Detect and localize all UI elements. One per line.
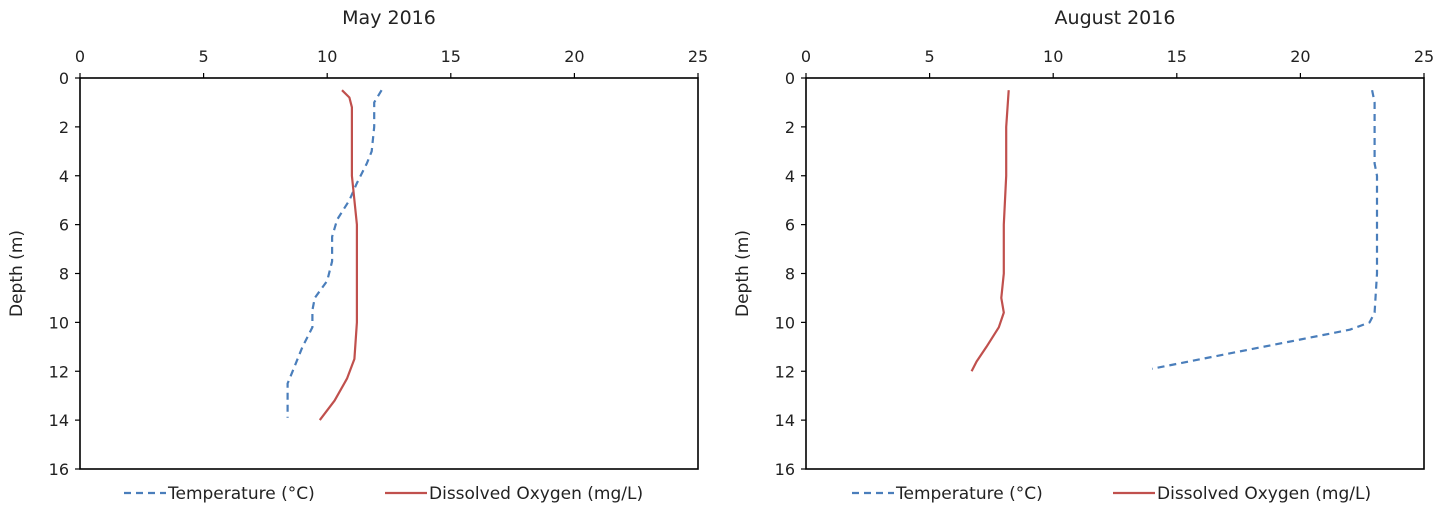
x-tick-label: 20 (1290, 47, 1310, 66)
y-tick-label: 16 (49, 460, 69, 479)
x-tick-label: 25 (688, 47, 708, 66)
x-tick-label: 5 (199, 47, 209, 66)
x-tick-label: 20 (564, 47, 584, 66)
legend-label: Temperature (°C) (167, 484, 315, 504)
y-axis-label: Depth (m) (7, 230, 27, 317)
y-tick-label: 2 (59, 118, 69, 137)
legend-label: Dissolved Oxygen (mg/L) (1157, 484, 1371, 504)
plot-area (805, 77, 1425, 470)
x-tick-label: 10 (317, 47, 337, 66)
x-tick-label: 5 (925, 47, 935, 66)
x-tick-label: 0 (75, 47, 85, 66)
series-line-temperature (286, 89, 383, 418)
y-tick-label: 14 (775, 411, 795, 430)
y-tick-label: 8 (59, 265, 69, 284)
y-tick-label: 0 (785, 69, 795, 88)
y-tick-label: 2 (785, 118, 795, 137)
chart-title: May 2016 (342, 7, 436, 29)
legend-label: Temperature (°C) (895, 484, 1043, 504)
y-tick-label: 12 (49, 362, 69, 381)
chart-title: August 2016 (1055, 7, 1176, 29)
x-tick-label: 10 (1043, 47, 1063, 66)
legend-label: Dissolved Oxygen (mg/L) (429, 484, 643, 504)
series-line-dissolved-oxygen (970, 90, 1010, 372)
plot-area (79, 77, 699, 470)
y-tick-label: 16 (775, 460, 795, 479)
y-tick-label: 8 (785, 265, 795, 284)
y-tick-label: 4 (785, 167, 795, 186)
y-tick-label: 10 (49, 313, 69, 332)
x-tick-label: 15 (1167, 47, 1187, 66)
y-tick-label: 6 (59, 216, 69, 235)
y-tick-label: 6 (785, 216, 795, 235)
x-tick-label: 15 (441, 47, 461, 66)
series-line-temperature (1151, 89, 1379, 370)
y-tick-label: 12 (775, 362, 795, 381)
y-tick-label: 0 (59, 69, 69, 88)
x-tick-label: 25 (1414, 47, 1434, 66)
y-tick-label: 14 (49, 411, 69, 430)
series-line-dissolved-oxygen (318, 89, 358, 421)
y-axis-label: Depth (m) (733, 230, 753, 317)
y-tick-label: 10 (775, 313, 795, 332)
x-tick-label: 0 (801, 47, 811, 66)
y-tick-label: 4 (59, 167, 69, 186)
